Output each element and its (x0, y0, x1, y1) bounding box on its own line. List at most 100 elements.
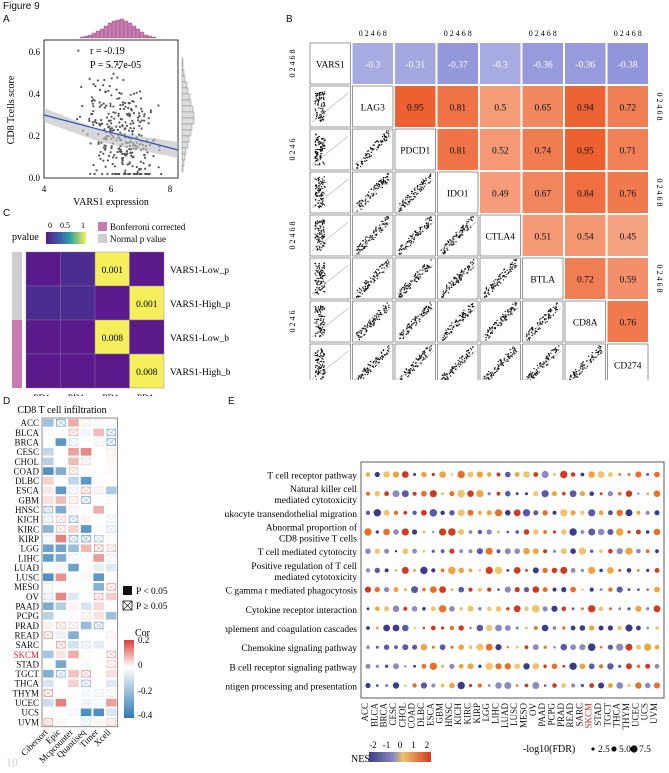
nonsig-cell (94, 689, 104, 697)
nonsig-cross (106, 467, 116, 475)
pair-point (370, 370, 372, 372)
heat-cell (94, 353, 130, 389)
scatter-point (124, 127, 127, 130)
dot (532, 605, 540, 613)
pair-point (408, 202, 411, 204)
pair-point (380, 181, 382, 183)
sig-cell (106, 679, 117, 688)
pair-point (381, 355, 383, 357)
pair-point (426, 224, 428, 227)
pair-point (539, 328, 541, 330)
pair-point (383, 354, 385, 356)
pair-point (557, 349, 559, 351)
pair-point (454, 283, 457, 285)
pair-point (366, 245, 368, 247)
sig-legend-swatch (123, 586, 132, 595)
pair-point (442, 294, 445, 297)
pair-point (314, 366, 317, 368)
panel-a-scatter: r = -0.19 P = 5.77e-05 0.0 0.2 0.4 0.6 4… (6, 18, 195, 208)
pair-point (318, 248, 321, 250)
pair-point (386, 302, 388, 304)
scatter-point (102, 84, 105, 87)
pair-point (451, 322, 453, 324)
pair-point (319, 97, 321, 100)
cancer-label: SARC (15, 640, 39, 650)
dot (429, 490, 437, 498)
scatter-point (140, 172, 143, 176)
pair-point (536, 330, 538, 333)
ytick-2: 0.4 (29, 89, 41, 99)
pair-point (376, 274, 378, 276)
gene-label-cd8a: CD8A (573, 319, 598, 329)
pair-point (377, 315, 380, 317)
nonsig-cross (81, 670, 91, 678)
dot (646, 607, 650, 611)
pair-point (323, 308, 325, 310)
nonsig-cross (43, 593, 53, 601)
pair-point (575, 370, 577, 373)
nonsig-cell (106, 544, 116, 552)
dot (422, 587, 426, 592)
pair-point (500, 317, 502, 320)
nonsig-cell (94, 419, 104, 427)
pair-point (460, 269, 463, 272)
pair-point (381, 140, 383, 142)
pair-point (315, 364, 317, 367)
scatter-point (111, 172, 114, 176)
pair-point (421, 310, 424, 312)
pair-point (385, 264, 388, 267)
cancer-col-label: OV (528, 703, 538, 716)
dot (513, 605, 521, 613)
pair-point (378, 141, 380, 143)
dot (616, 586, 623, 593)
pair-point (375, 184, 377, 186)
pair-point (466, 221, 468, 223)
pair-point (591, 354, 593, 357)
nonsig-cell (81, 573, 91, 581)
pair-point (467, 315, 469, 317)
pair-point (443, 249, 445, 251)
heat-cell (94, 285, 130, 321)
dot (513, 509, 521, 517)
scatter-point (92, 83, 95, 86)
pair-point (409, 372, 411, 374)
scatter-point (112, 156, 115, 159)
pair-point (541, 320, 544, 323)
panel-label-e: E (228, 396, 235, 407)
nonsig-cross (94, 419, 104, 427)
dot (374, 586, 380, 593)
scatter-point (116, 150, 119, 154)
diag-cell (394, 128, 436, 171)
dot (504, 663, 511, 670)
pair-point (383, 135, 386, 137)
pair-point (462, 224, 464, 226)
dot (439, 586, 446, 593)
pair-point (540, 317, 542, 320)
scatter-point (113, 154, 116, 157)
pair-point (321, 194, 324, 197)
cancer-col-label: THCA (612, 703, 622, 728)
pair-point (541, 366, 544, 368)
pair-point (319, 155, 321, 157)
cancer-label: LUAD (14, 563, 39, 573)
pair-point (459, 229, 462, 232)
pair-point (549, 308, 552, 310)
pair-point (532, 327, 534, 329)
pair-point (496, 369, 498, 371)
dot (384, 548, 390, 554)
dot (599, 549, 603, 553)
pair-point (443, 247, 446, 249)
pair-point (417, 274, 419, 276)
pair-point (546, 320, 548, 323)
dot (588, 509, 596, 517)
dot (524, 645, 529, 650)
scatter-point (107, 112, 110, 115)
pair-fit-line (354, 307, 392, 338)
pair-point (485, 377, 487, 379)
pair-point (412, 241, 415, 243)
pair-point (316, 186, 318, 188)
pair-point (368, 191, 370, 193)
pair-point (425, 306, 427, 308)
pair-point (320, 98, 322, 100)
col-label-line1: PD1- (68, 394, 88, 396)
